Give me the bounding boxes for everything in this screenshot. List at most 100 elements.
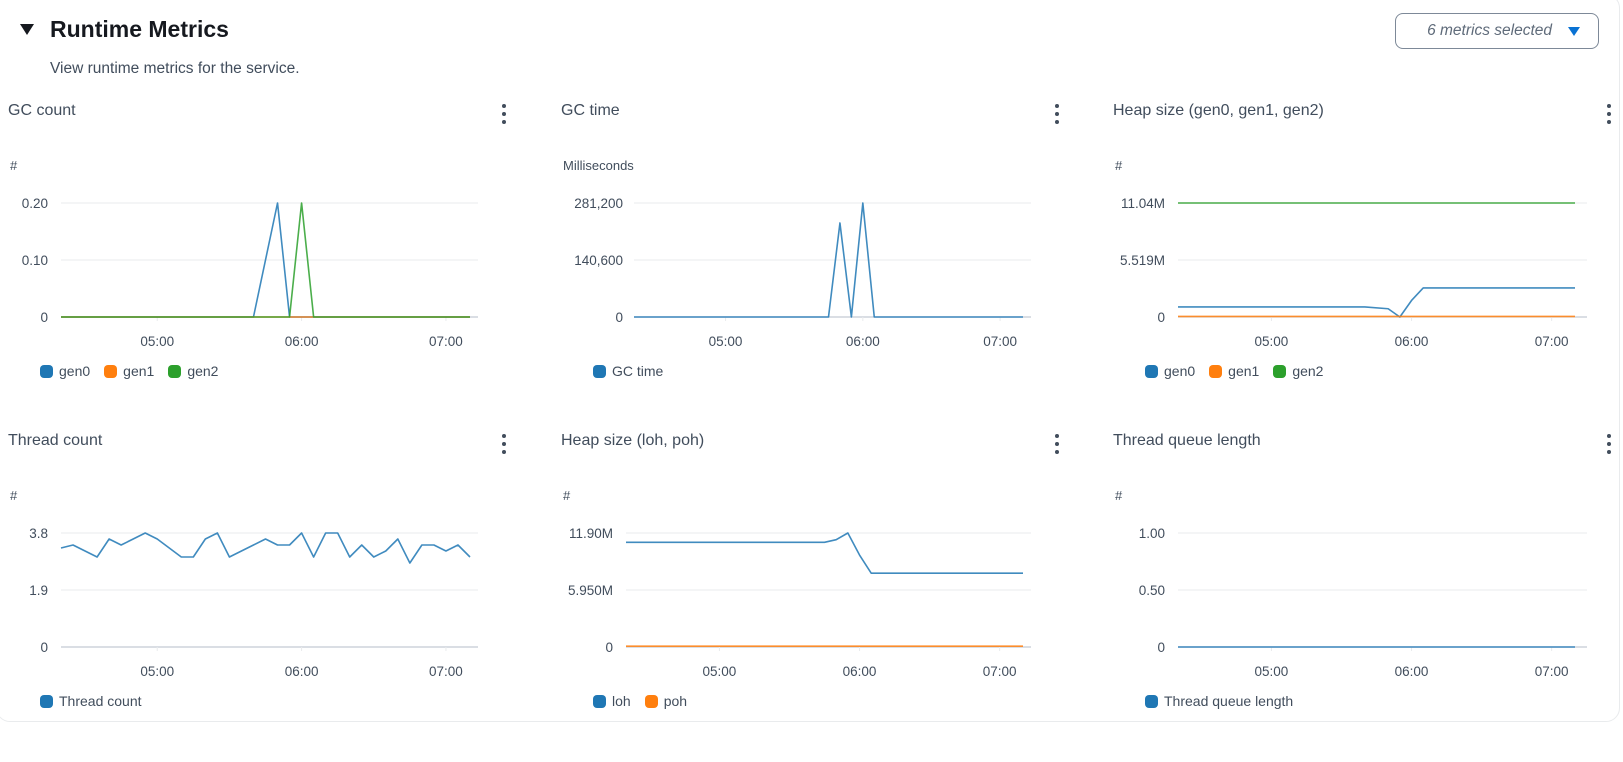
y-tick-label: 0 [40, 640, 48, 655]
section-title: Runtime Metrics [50, 16, 229, 42]
x-tick-label: 07:00 [1535, 664, 1569, 679]
x-tick-label: 05:00 [703, 664, 737, 679]
chart-legend: Thread queue length [1145, 693, 1307, 709]
legend-swatch [1209, 364, 1223, 378]
legend-label: gen1 [123, 363, 155, 379]
metrics-select-label: 6 metrics selected [1427, 22, 1552, 39]
chart-legend: GC time [593, 363, 677, 379]
x-tick-label: 06:00 [846, 334, 880, 349]
y-tick-label: 0 [605, 640, 613, 655]
chart-legend: loh poh [593, 693, 701, 709]
panel-gc-count: GC count #0 0.10 0.20 05:00 06:00 07:00 gen0 gen… [8, 102, 528, 432]
legend-swatch [104, 364, 118, 378]
legend-label: GC time [612, 363, 664, 379]
metrics-select-dropdown[interactable]: 6 metrics selected [1395, 13, 1599, 49]
legend-swatch [168, 364, 182, 378]
legend-swatch [1273, 364, 1287, 378]
legend-item[interactable]: GC time [593, 363, 663, 379]
y-tick-label: 1.9 [29, 583, 48, 598]
kebab-menu-icon[interactable] [1053, 434, 1061, 454]
series-line [61, 202, 470, 318]
line-chart[interactable]: 0 5.519M 11.04M 05:00 06:00 07:00 [1113, 102, 1623, 362]
chart-title: Thread count [8, 432, 103, 449]
chart-title: Heap size (gen0, gen1, gen2) [1113, 102, 1324, 119]
x-tick-label: 05:00 [709, 334, 743, 349]
kebab-menu-icon[interactable] [1053, 104, 1061, 124]
y-tick-label: 11.90M [569, 526, 613, 541]
x-tick-label: 06:00 [285, 664, 319, 679]
legend-swatch [1145, 364, 1158, 378]
chart-title: Thread queue length [1113, 432, 1261, 449]
chart-title: Heap size (loh, poh) [561, 432, 705, 449]
series-line [634, 202, 1023, 318]
legend-label: gen0 [1164, 363, 1196, 379]
panel-thread-count: Thread count #0 1.9 3.8 05:00 06:00 07:00 Threa… [8, 432, 528, 762]
x-tick-label: 06:00 [1395, 334, 1429, 349]
legend-item[interactable]: gen2 [1273, 363, 1323, 379]
x-tick-label: 07:00 [429, 334, 463, 349]
panel-gc-time: GC time Milliseconds 0 140,600 281,200 05:00 0… [561, 102, 1081, 432]
panel-thread-queue-length: Thread queue length #0 0.50 1.00 05:00 06:00 0… [1113, 432, 1623, 762]
y-tick-label: 0.10 [22, 253, 48, 268]
legend-item[interactable]: gen0 [40, 363, 90, 379]
y-tick-label: 0 [40, 310, 48, 325]
x-tick-label: 06:00 [1395, 664, 1429, 679]
legend-label: Thread count [59, 693, 142, 709]
y-axis-unit-label: # [10, 488, 18, 503]
legend-item[interactable]: Thread queue length [1145, 693, 1293, 709]
legend-item[interactable]: gen0 [1145, 363, 1195, 379]
caret-down-icon [1568, 26, 1580, 36]
x-tick-label: 05:00 [140, 664, 174, 679]
legend-swatch [1145, 694, 1158, 708]
kebab-menu-icon[interactable] [1605, 434, 1613, 454]
legend-item[interactable]: Thread count [40, 693, 142, 709]
legend-label: gen2 [187, 363, 219, 379]
legend-label: poh [663, 693, 688, 709]
y-tick-label: 1.00 [1139, 526, 1165, 541]
legend-item[interactable]: loh [593, 693, 631, 709]
runtime-metrics-container [0, 0, 1620, 722]
x-tick-label: 06:00 [843, 664, 877, 679]
line-chart[interactable]: 0 0.50 1.00 05:00 06:00 07:00 [1113, 432, 1623, 692]
legend-swatch [644, 694, 658, 708]
legend-label: gen2 [1292, 363, 1324, 379]
legend-item[interactable]: gen2 [168, 363, 218, 379]
y-tick-label: 0.50 [1139, 583, 1165, 598]
x-tick-label: 05:00 [1255, 664, 1289, 679]
line-chart[interactable]: 0 140,600 281,200 05:00 06:00 07:00 [561, 102, 1081, 362]
x-tick-label: 06:00 [285, 334, 319, 349]
legend-label: gen1 [1228, 363, 1260, 379]
kebab-menu-icon[interactable] [1605, 104, 1613, 124]
y-axis-unit-label: Milliseconds [563, 158, 634, 173]
x-tick-label: 05:00 [1255, 334, 1289, 349]
chart-title: GC time [561, 102, 620, 119]
legend-swatch [593, 364, 606, 378]
y-tick-label: 11.04M [1121, 196, 1165, 211]
legend-swatch [40, 694, 53, 708]
series-line [60, 532, 471, 564]
line-chart[interactable]: 0 0.10 0.20 05:00 06:00 07:00 [8, 102, 528, 362]
kebab-menu-icon[interactable] [500, 104, 508, 124]
legend-item[interactable]: gen1 [1209, 363, 1259, 379]
legend-swatch [40, 364, 53, 378]
legend-label: loh [612, 693, 631, 709]
chart-title: GC count [8, 102, 76, 119]
y-tick-label: 281,200 [574, 196, 623, 211]
legend-item[interactable]: poh [644, 693, 688, 709]
legend-swatch [593, 694, 606, 708]
y-tick-label: 0 [1157, 310, 1165, 325]
y-axis-unit-label: # [563, 488, 571, 503]
y-tick-label: 5.950M [568, 583, 613, 598]
section-description: View runtime metrics for the service. [50, 60, 300, 77]
line-chart[interactable]: 0 5.950M 11.90M 05:00 06:00 07:00 [561, 432, 1081, 692]
panel-heap-size-loh-poh: Heap size (loh, poh) #0 5.950M 11.90M 05:00 0… [561, 432, 1081, 762]
collapse-toggle-icon[interactable] [20, 24, 34, 35]
y-tick-label: 3.8 [29, 526, 48, 541]
x-tick-label: 05:00 [140, 334, 174, 349]
line-chart[interactable]: 0 1.9 3.8 05:00 06:00 07:00 [8, 432, 528, 692]
legend-item[interactable]: gen1 [104, 363, 154, 379]
kebab-menu-icon[interactable] [500, 434, 508, 454]
y-tick-label: 5.519M [1120, 253, 1165, 268]
series-line [626, 532, 1023, 575]
y-axis-unit-label: # [1115, 158, 1123, 173]
